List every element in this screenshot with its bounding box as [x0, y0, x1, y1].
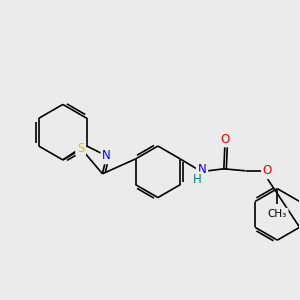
Text: O: O: [220, 133, 230, 146]
Text: N: N: [102, 149, 111, 162]
Text: N: N: [198, 163, 206, 176]
Text: H: H: [193, 173, 202, 186]
Text: O: O: [263, 164, 272, 177]
Text: S: S: [77, 142, 84, 154]
Text: CH₃: CH₃: [268, 209, 287, 219]
